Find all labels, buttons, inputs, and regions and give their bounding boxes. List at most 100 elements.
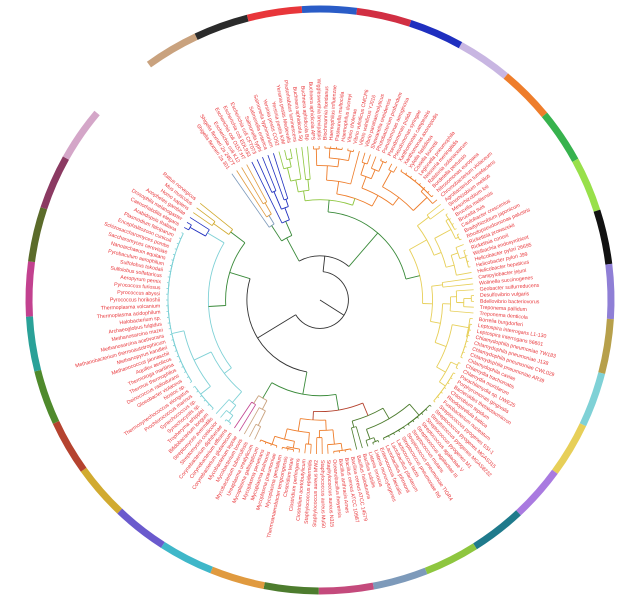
tree-branch <box>329 157 349 161</box>
tree-branch <box>420 191 433 204</box>
tree-branch <box>278 151 285 169</box>
clade-ring-segment <box>62 110 100 160</box>
tree-branch <box>351 427 358 450</box>
leaf-label: Treponema pallidum <box>480 305 527 313</box>
tree-branch <box>312 411 314 420</box>
tree-branch <box>255 423 261 428</box>
leaf-label: Staphylococcus aureus N315 <box>325 460 335 528</box>
tree-branch <box>207 242 232 369</box>
tree-branch <box>456 272 472 276</box>
tree-branch <box>351 420 355 428</box>
leaf-label: Desulfovibrio vulgaris <box>480 291 530 298</box>
tree-branch <box>436 366 446 373</box>
leaf-label: Bdellovibrio bacteriovorus <box>480 299 540 306</box>
tree-branch <box>434 229 452 239</box>
tree-branch <box>268 215 275 225</box>
tree-branch <box>228 415 234 422</box>
clade-ring-segment <box>28 207 48 263</box>
tree-branch <box>433 252 442 256</box>
tree-branch <box>366 429 371 440</box>
leaf-label: Geobacter sulfurreducens <box>479 283 539 293</box>
tree-branch <box>457 233 460 236</box>
tree-branch <box>226 410 234 416</box>
tree-branch <box>286 237 300 262</box>
leaf-label: Halobacterium sp. <box>119 315 161 326</box>
tree-branch <box>249 424 257 438</box>
tree-branch <box>378 161 384 172</box>
tree-branch <box>348 151 351 161</box>
tree-branch <box>407 404 431 425</box>
clade-ring-segment <box>572 158 601 212</box>
tree-branch <box>456 234 461 241</box>
tree-branch <box>224 367 232 374</box>
clade-ring-segment <box>25 261 36 317</box>
tree-branch <box>370 169 376 179</box>
tree-branch <box>295 147 302 180</box>
tree-branch <box>305 199 353 206</box>
clade-ring-segment <box>34 369 60 424</box>
leaf-label: Oceanobacillus iheyensis <box>331 459 342 518</box>
tree-branch <box>365 440 369 447</box>
tree-branch <box>380 160 386 164</box>
tree-branch <box>319 429 333 431</box>
tree-branch <box>251 161 283 224</box>
tree-branch <box>332 429 335 445</box>
tree-branch <box>371 195 379 207</box>
tree-branch <box>417 225 435 256</box>
tree-branch <box>442 283 474 288</box>
tree-branch <box>335 394 340 411</box>
tree-branch <box>229 272 251 280</box>
clade-ring-segment <box>356 7 412 27</box>
leaf-label: Staphylococcus epidermidis <box>304 459 314 524</box>
tree-branch <box>322 256 326 272</box>
tree-branch <box>430 320 441 324</box>
clade-ring-segment <box>194 14 249 40</box>
tree-branch <box>290 178 301 182</box>
clade-ring-segment <box>579 372 606 427</box>
tree-branch <box>172 338 187 372</box>
tree-branch <box>295 179 299 193</box>
clade-ring-segment <box>25 316 42 372</box>
tree-branch <box>213 223 230 235</box>
tree-branch <box>347 150 354 153</box>
clade-ring-segment <box>52 420 87 472</box>
leaf-label: Pyrococcus furiosus <box>114 282 161 292</box>
clade-ring-segment <box>146 33 198 68</box>
tree-branch <box>463 250 468 264</box>
tree-branch <box>266 213 272 218</box>
tree-branch <box>267 154 285 201</box>
tree-branch <box>426 214 431 220</box>
tree-branch <box>328 148 331 158</box>
tree-branch <box>350 151 360 185</box>
tree-branch <box>434 342 447 347</box>
tree-branch <box>261 400 268 410</box>
tree-branch <box>360 162 366 175</box>
clade-ring-segment <box>541 112 579 163</box>
tree-branch <box>455 362 459 368</box>
tree-branch <box>319 299 345 316</box>
leaf-label: Borrelia burgdorferi <box>478 317 523 328</box>
clade-ring-segment <box>117 508 165 548</box>
clade-ring-segment <box>80 467 123 514</box>
clade-ring-segment <box>424 543 477 575</box>
tree-branch <box>405 275 420 280</box>
tree-branch <box>459 238 462 241</box>
tree-branch <box>459 256 466 259</box>
tree-branch <box>199 202 233 230</box>
clade-ring-segment <box>409 20 463 49</box>
tree-branch <box>393 166 398 173</box>
tree-branch <box>211 221 216 226</box>
tree-branch <box>259 407 266 412</box>
tree-branch <box>271 225 282 242</box>
tree-branch <box>285 199 289 207</box>
tree-branch <box>429 404 432 407</box>
tree-branch <box>229 405 237 414</box>
leaf-label: Treponema denticola <box>479 311 528 321</box>
clade-ring-segment <box>263 582 319 595</box>
tree-branch <box>455 236 459 240</box>
tree-branch <box>297 418 301 432</box>
tree-branch <box>285 221 293 236</box>
tree-branch <box>366 154 371 165</box>
